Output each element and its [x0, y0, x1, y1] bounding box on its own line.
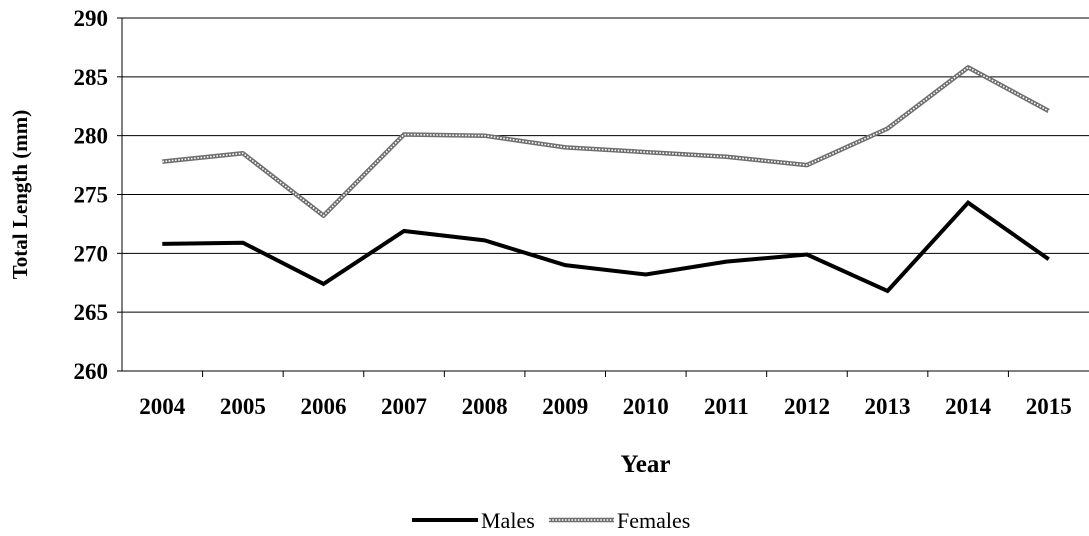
x-tick-label: 2005	[220, 394, 266, 419]
y-tick-label: 265	[74, 300, 109, 325]
x-tick-label: 2015	[1026, 394, 1072, 419]
series-layer	[162, 65, 1050, 294]
x-tick-label: 2009	[542, 394, 588, 419]
y-tick-label: 285	[74, 65, 109, 90]
x-tick-labels: 2004 2005 2006 2007 2008 2009 2010 2011 2012 2013…	[139, 394, 1071, 419]
y-tick-label: 270	[74, 241, 109, 266]
axes	[117, 17, 1089, 377]
x-tick-label: 2007	[381, 394, 427, 419]
y-tick-labels: 260 265 270 275 280 285 290	[74, 6, 109, 384]
x-tick-label: 2010	[623, 394, 669, 419]
x-tick-label: 2004	[139, 394, 186, 419]
x-tick-label: 2013	[865, 394, 911, 419]
x-axis-title: Year	[621, 451, 671, 478]
legend-label-females: Females	[617, 508, 690, 533]
series-line-males	[162, 200, 1050, 294]
y-tick-label: 290	[74, 6, 109, 31]
series-line-females	[162, 65, 1050, 218]
x-tick-label: 2012	[784, 394, 830, 419]
y-tick-label: 280	[74, 124, 109, 149]
legend: Males Females	[412, 508, 690, 533]
series-line-pattern-females	[162, 66, 1050, 217]
x-tick-label: 2014	[945, 394, 992, 419]
y-tick-label: 260	[74, 359, 109, 384]
y-axis-title: Total Length (mm)	[8, 110, 32, 280]
gridlines	[122, 17, 1089, 313]
x-tick-label: 2008	[462, 394, 508, 419]
x-tick-label: 2006	[300, 394, 346, 419]
legend-item-males: Males	[412, 508, 535, 533]
y-tick-label: 275	[74, 183, 109, 208]
x-tick-label: 2011	[704, 394, 749, 419]
legend-item-females: Females	[549, 508, 690, 533]
legend-label-males: Males	[481, 508, 535, 533]
